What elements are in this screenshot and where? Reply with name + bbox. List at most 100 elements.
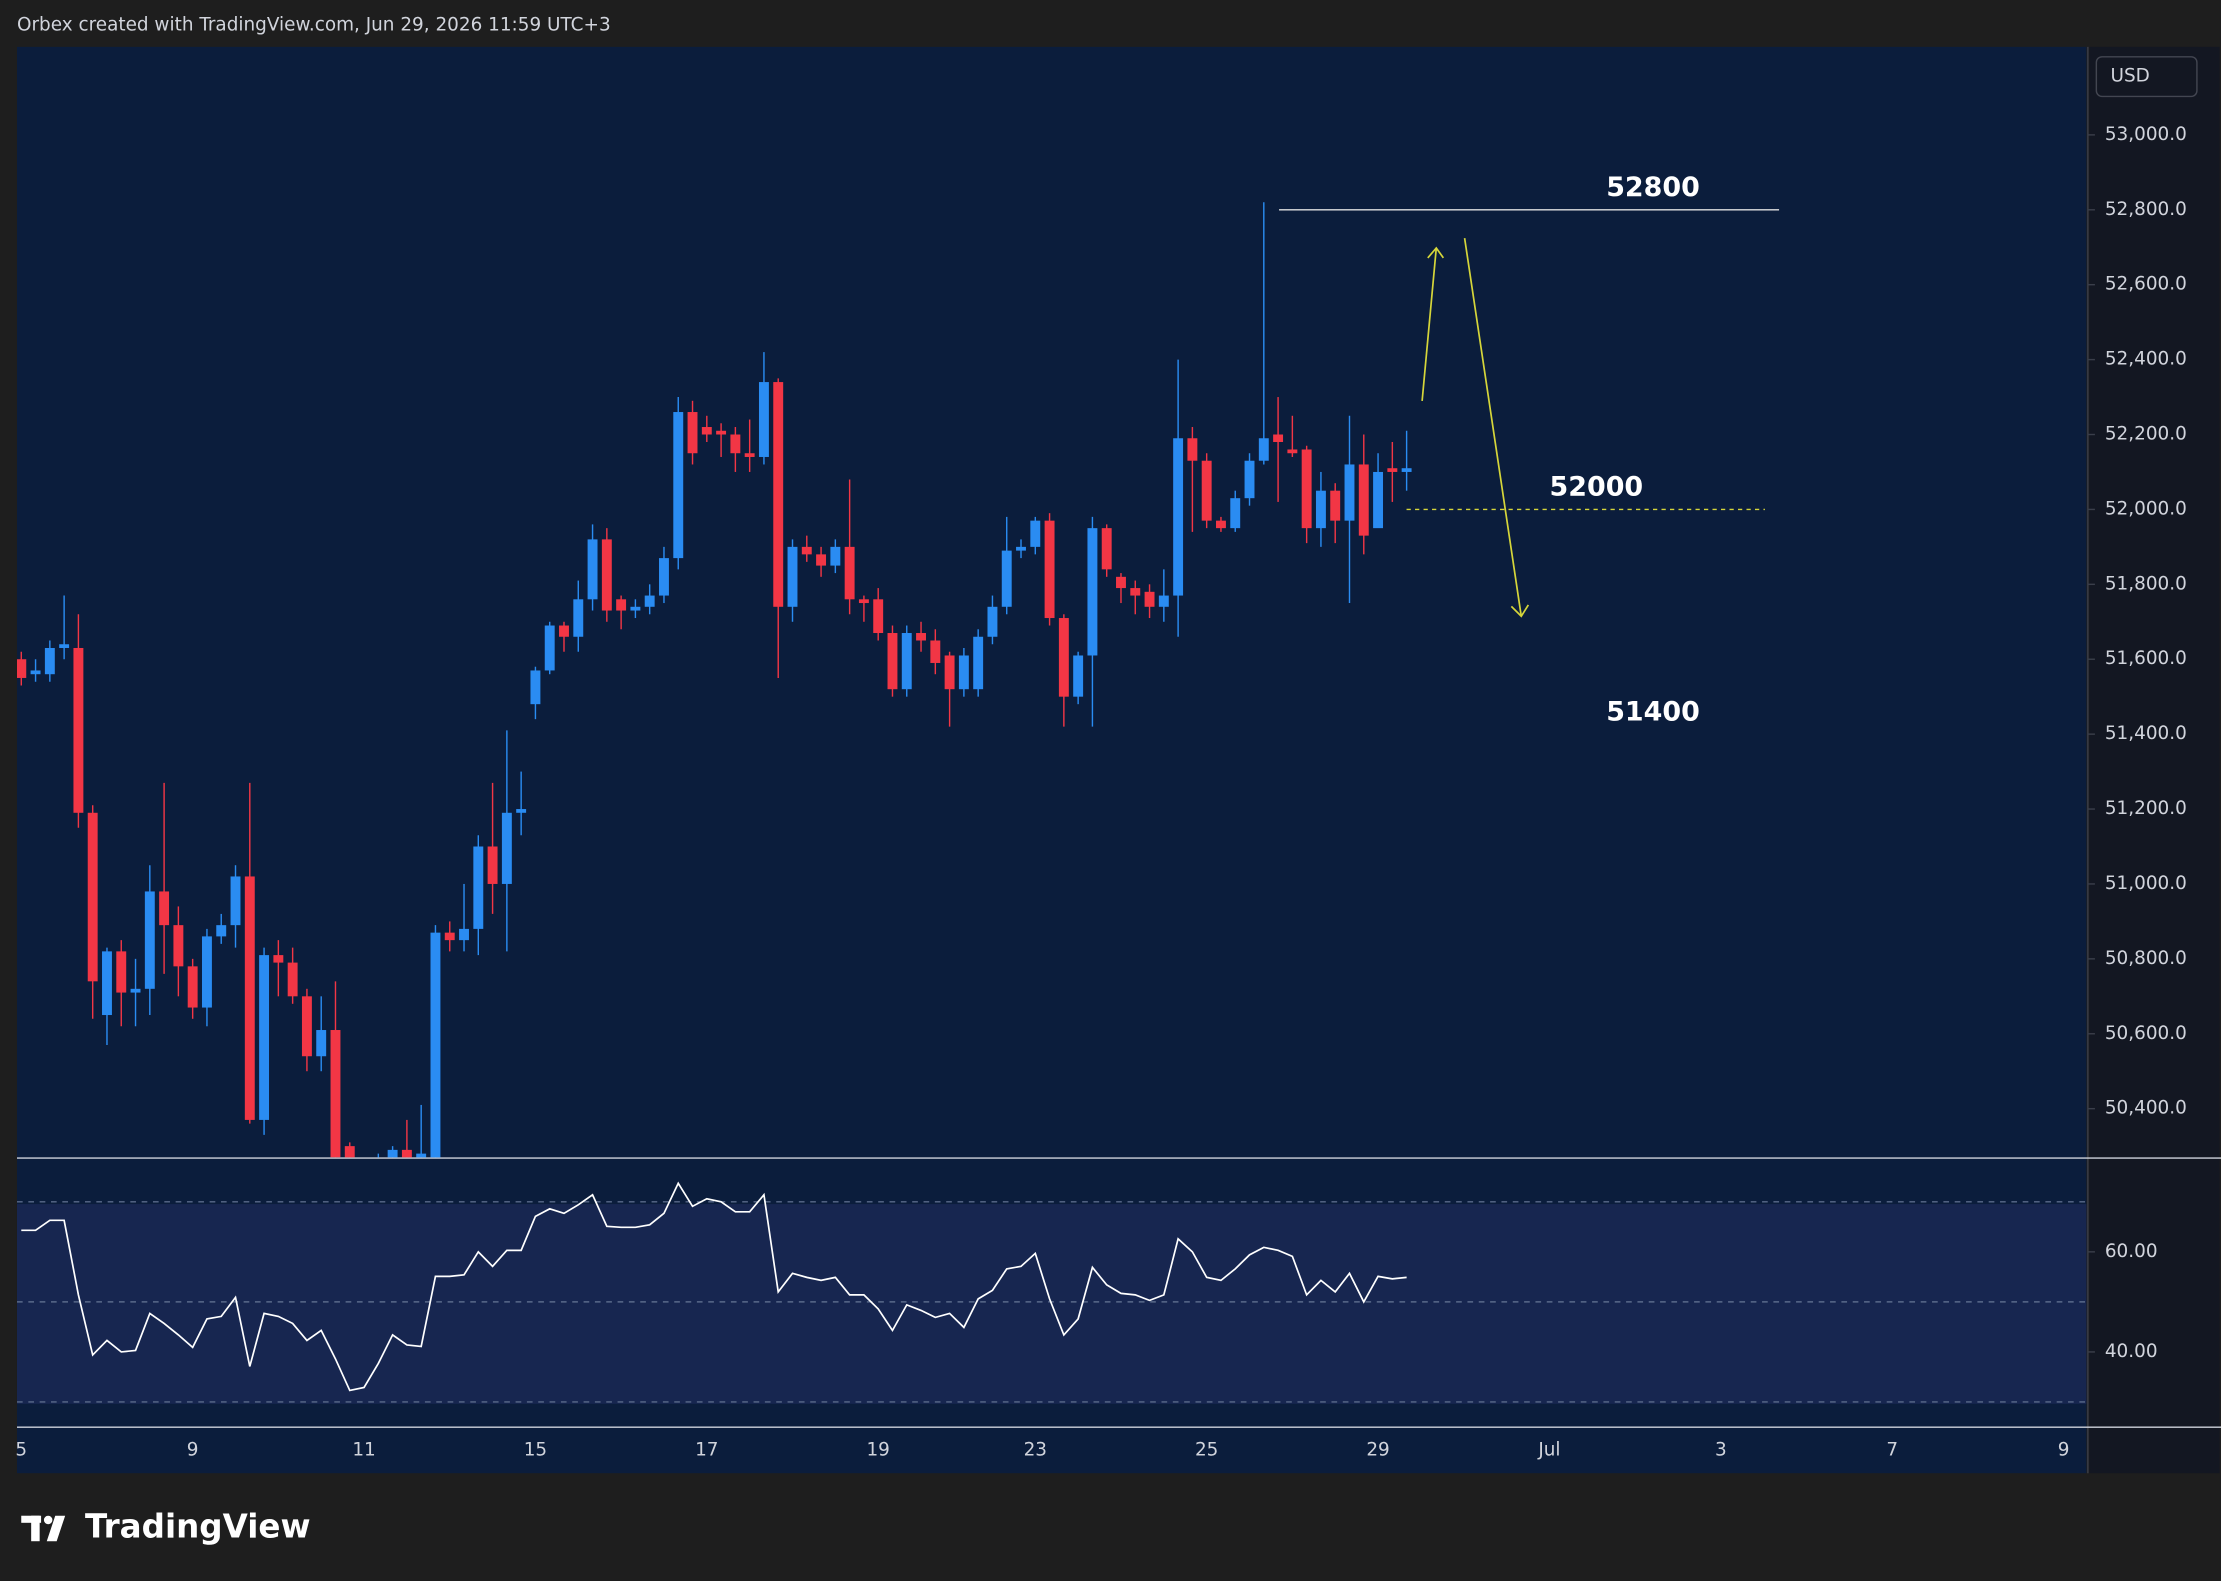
- rsi-pane: [16, 1181, 2087, 1403]
- x-tick-label: 29: [1366, 1440, 1389, 1461]
- candle-body: [416, 1153, 427, 1158]
- candle-body: [701, 427, 712, 435]
- candle-body: [1201, 460, 1212, 521]
- candle-body: [487, 846, 498, 884]
- candle-body: [87, 812, 98, 982]
- candle-body: [430, 932, 441, 1158]
- logo-part: [31, 1515, 40, 1542]
- candle-body: [730, 434, 741, 454]
- candle-body: [173, 925, 184, 967]
- candle-body: [587, 539, 598, 600]
- candle-body: [687, 412, 698, 454]
- candle-body: [973, 636, 984, 690]
- candle-body: [773, 382, 784, 607]
- brand-name: TradingView: [85, 1507, 311, 1545]
- candle-body: [16, 659, 27, 678]
- candle-body: [1344, 464, 1355, 521]
- candle-body: [501, 812, 512, 884]
- x-tick-label: 9: [187, 1440, 199, 1461]
- candle-body: [1173, 438, 1184, 596]
- candle-body: [1058, 618, 1069, 697]
- price-axis: [2089, 46, 2220, 1474]
- candle-body: [916, 633, 926, 641]
- x-tick-label: 15: [524, 1440, 547, 1461]
- candle-body: [1116, 576, 1126, 589]
- x-tick-label: 23: [1024, 1440, 1047, 1461]
- candle-body: [1315, 490, 1326, 529]
- y-tick-label: 52,000.0: [2105, 498, 2187, 519]
- candle-body: [273, 955, 284, 963]
- candle-body: [873, 599, 884, 634]
- candle-body: [801, 546, 812, 555]
- currency-label: USD: [2111, 66, 2150, 87]
- candle-body: [673, 412, 684, 559]
- logo-part: [46, 1515, 66, 1542]
- candle-body: [44, 647, 55, 675]
- candle-body: [1215, 520, 1226, 529]
- candle-body: [844, 546, 855, 600]
- candle-body: [159, 891, 170, 926]
- candle-body: [316, 1030, 327, 1057]
- y-tick-label: 51,000.0: [2105, 873, 2187, 894]
- candle-body: [1401, 468, 1412, 472]
- candle-body: [1073, 655, 1084, 697]
- candle-body: [858, 599, 869, 604]
- candle-body: [1373, 471, 1384, 529]
- y-tick-label: 52,600.0: [2105, 274, 2187, 295]
- candle-body: [601, 539, 612, 611]
- currency-button[interactable]: [2095, 56, 2198, 98]
- candle-body: [659, 558, 669, 596]
- level-label: 52000: [1550, 472, 1644, 503]
- y-tick-label: 50,800.0: [2105, 948, 2187, 969]
- candle-body: [244, 876, 255, 1120]
- candle-body: [201, 936, 212, 1008]
- candle-body: [473, 846, 484, 929]
- axis-labels: 50,400.0 50,600.0 50,800.0 51,000.0 51,200.0…: [15, 124, 2186, 1461]
- candle-body: [830, 546, 841, 566]
- candle-body: [1387, 468, 1398, 472]
- candle-body: [787, 546, 798, 607]
- x-tick-label: 7: [1886, 1440, 1898, 1461]
- candle-body: [716, 430, 727, 435]
- candle-body: [1044, 520, 1055, 619]
- candle-body: [459, 928, 469, 941]
- x-tick-label: 3: [1715, 1440, 1727, 1461]
- candle-body: [544, 625, 555, 671]
- candle-body: [1273, 434, 1284, 442]
- x-tick-label: 5: [15, 1440, 27, 1461]
- candle-body: [1101, 528, 1112, 570]
- level-label: 52800: [1606, 172, 1700, 203]
- candle-body: [401, 1149, 412, 1158]
- candle-body: [887, 633, 898, 690]
- candle-body: [987, 606, 998, 637]
- x-tick-label: 25: [1195, 1440, 1218, 1461]
- y-tick-label: 51,200.0: [2105, 798, 2187, 819]
- y-tick-label: 52,400.0: [2105, 349, 2187, 370]
- y-tick-label: 50,600.0: [2105, 1023, 2187, 1044]
- candle-body: [1016, 546, 1026, 551]
- candle-body: [30, 670, 41, 675]
- y-tick-label: 51,600.0: [2105, 648, 2187, 669]
- y-tick-label: 40.00: [2105, 1341, 2158, 1362]
- rsi-line: [21, 1181, 1407, 1392]
- candle-body: [758, 382, 769, 457]
- candle-body: [644, 595, 655, 607]
- candle-body: [230, 876, 241, 926]
- x-tick-label: Jul: [1537, 1440, 1560, 1461]
- candle-body: [59, 644, 70, 648]
- candle-body: [1030, 520, 1041, 547]
- candle-body: [1130, 588, 1141, 596]
- candle-body: [616, 599, 627, 611]
- candle-body: [944, 655, 955, 690]
- candle-body: [1158, 595, 1169, 607]
- logo-part: [43, 1515, 53, 1525]
- candle-body: [530, 670, 541, 705]
- candle-body: [130, 988, 141, 993]
- candle-body: [559, 625, 569, 637]
- candle-body: [187, 966, 198, 1008]
- candle-body: [73, 647, 84, 813]
- x-tick-label: 11: [352, 1440, 375, 1461]
- candle-body: [1258, 438, 1269, 461]
- y-tick-label: 52,800.0: [2105, 199, 2187, 220]
- candle-body: [930, 640, 941, 663]
